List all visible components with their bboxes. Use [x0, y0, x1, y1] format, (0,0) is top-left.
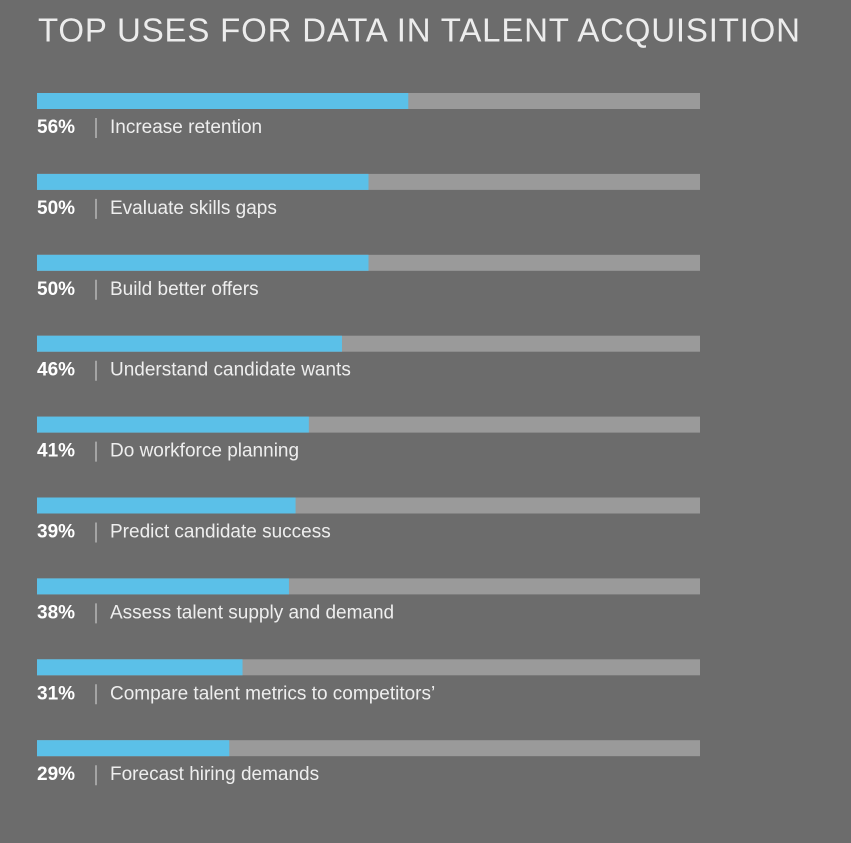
bar	[37, 659, 243, 676]
chart-title: TOP USES FOR DATA IN TALENT ACQUISITION	[38, 12, 800, 49]
category-label: Understand candidate wants	[110, 360, 351, 381]
value-label: 29%	[37, 764, 75, 785]
bar	[37, 740, 230, 757]
category-label: Build better offers	[110, 279, 259, 300]
value-label: 31%	[37, 683, 75, 704]
value-label: 41%	[37, 441, 75, 462]
bar	[37, 93, 409, 109]
bar	[37, 335, 342, 352]
value-label: 50%	[37, 279, 75, 300]
category-label: Increase retention	[110, 117, 262, 138]
value-label: 38%	[37, 602, 75, 623]
category-label: Forecast hiring demands	[110, 764, 319, 785]
value-label: 39%	[37, 522, 75, 543]
bar	[37, 578, 289, 595]
bar	[37, 254, 369, 271]
value-label: 56%	[37, 117, 75, 138]
category-label: Assess talent supply and demand	[110, 602, 394, 623]
bar	[37, 416, 309, 433]
category-label: Evaluate skills gaps	[110, 198, 277, 219]
category-label: Do workforce planning	[110, 441, 299, 462]
category-label: Predict candidate success	[110, 522, 331, 543]
value-label: 50%	[37, 198, 75, 219]
bar	[37, 173, 369, 190]
category-label: Compare talent metrics to competitors’	[110, 683, 435, 704]
bar	[37, 497, 296, 514]
value-label: 46%	[37, 360, 75, 381]
